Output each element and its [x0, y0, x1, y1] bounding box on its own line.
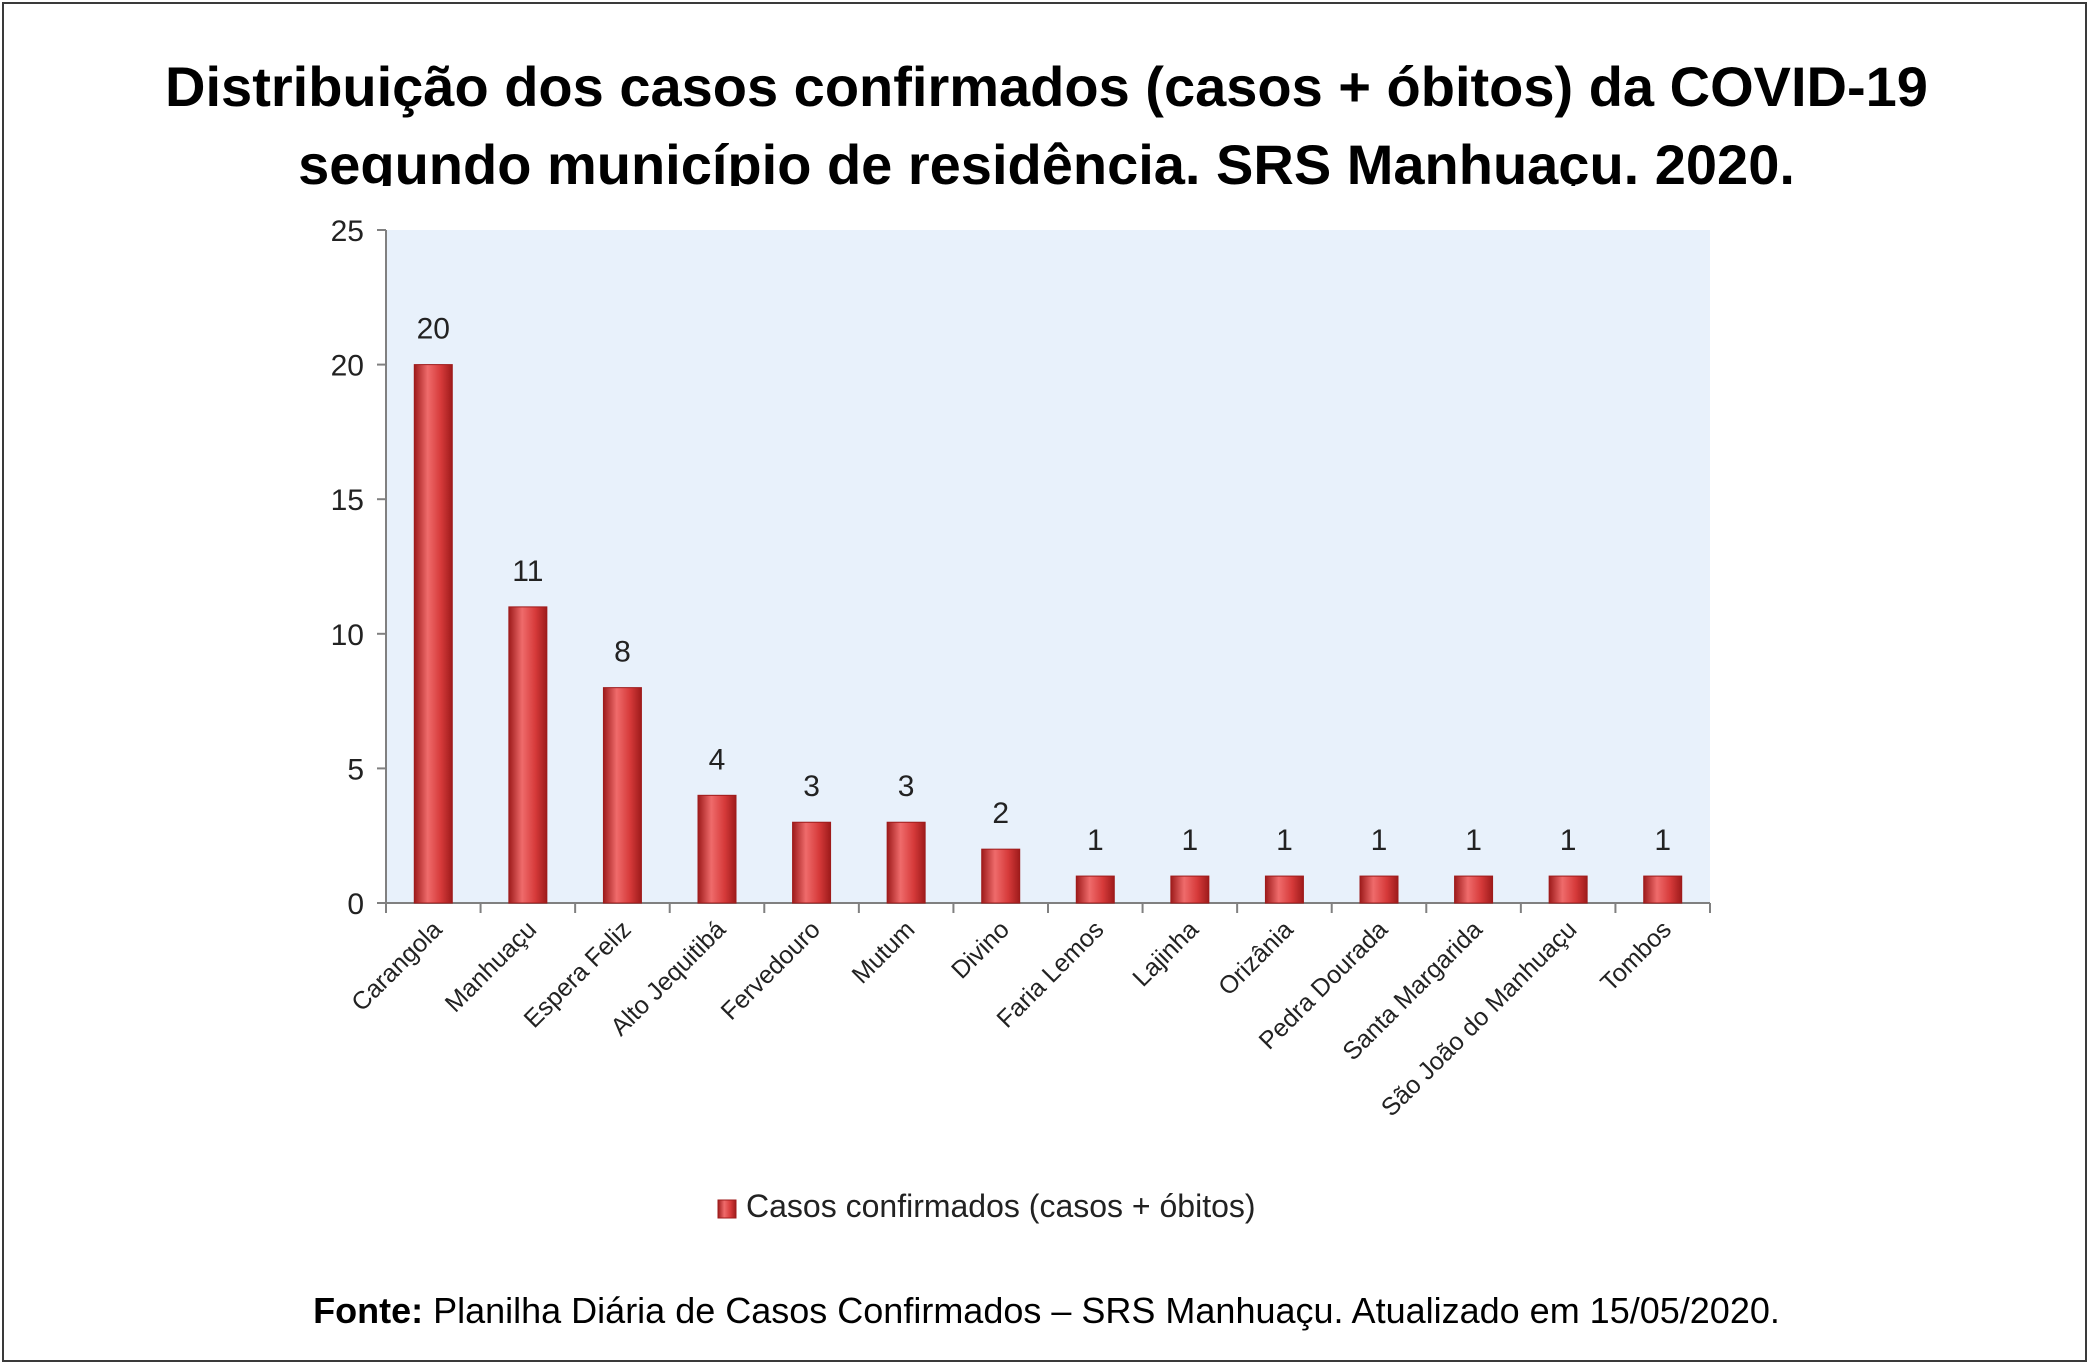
category-label: Mutum	[847, 915, 921, 989]
bar	[413, 364, 453, 904]
source-text: Planilha Diária de Casos Confirmados – S…	[423, 1290, 1780, 1331]
bar	[1643, 875, 1683, 904]
bar	[1454, 875, 1494, 904]
data-label: 1	[1371, 824, 1388, 857]
source-note: Fonte: Planilha Diária de Casos Confirma…	[0, 1290, 2093, 1332]
bar	[602, 687, 642, 904]
category-label: Tombos	[1595, 915, 1677, 997]
bar	[981, 848, 1021, 904]
y-tick-label: 0	[347, 888, 364, 921]
chart-title: Distribuição dos casos confirmados (caso…	[60, 48, 2033, 186]
chart-title-line-1: Distribuição dos casos confirmados (caso…	[165, 55, 1928, 118]
data-label: 1	[1182, 824, 1199, 857]
y-tick-label: 25	[331, 215, 364, 248]
bar	[1264, 875, 1304, 904]
y-tick-label: 15	[331, 484, 364, 517]
data-label: 1	[1465, 824, 1482, 857]
data-label: 1	[1087, 824, 1104, 857]
data-label: 20	[417, 313, 450, 346]
legend-swatch	[717, 1199, 737, 1219]
category-label: Fervedouro	[716, 915, 826, 1025]
data-label: 4	[709, 743, 726, 776]
category-label: Carangola	[346, 915, 447, 1016]
bar	[792, 821, 832, 904]
category-label: Divino	[946, 915, 1015, 984]
category-label: Manhuaçu	[440, 915, 542, 1017]
data-label: 2	[992, 797, 1009, 830]
data-label: 1	[1560, 824, 1577, 857]
y-tick-label: 20	[331, 350, 364, 383]
category-label: São João do Manhuaçu	[1376, 915, 1583, 1122]
category-label: Lajinha	[1127, 915, 1204, 992]
bar	[1359, 875, 1399, 904]
data-label: 1	[1276, 824, 1293, 857]
bar	[697, 794, 737, 904]
y-tick-label: 10	[331, 619, 364, 652]
plot-area	[386, 230, 1710, 903]
bar	[508, 606, 548, 904]
legend: Casos confirmados (casos + óbitos)	[717, 1188, 1256, 1224]
source-label: Fonte:	[313, 1290, 424, 1331]
data-label: 3	[898, 770, 915, 803]
category-label: Orizânia	[1213, 915, 1299, 1001]
data-label: 1	[1654, 824, 1671, 857]
bar	[1170, 875, 1210, 904]
legend-label: Casos confirmados (casos + óbitos)	[746, 1188, 1256, 1224]
y-tick-label: 5	[347, 753, 364, 786]
chart-title-line-2: segundo município de residência. SRS Man…	[298, 133, 1795, 186]
bar	[886, 821, 926, 904]
bar	[1548, 875, 1588, 904]
data-label: 3	[803, 770, 820, 803]
data-label: 8	[614, 636, 631, 669]
bar	[1075, 875, 1115, 904]
data-label: 11	[512, 555, 543, 588]
